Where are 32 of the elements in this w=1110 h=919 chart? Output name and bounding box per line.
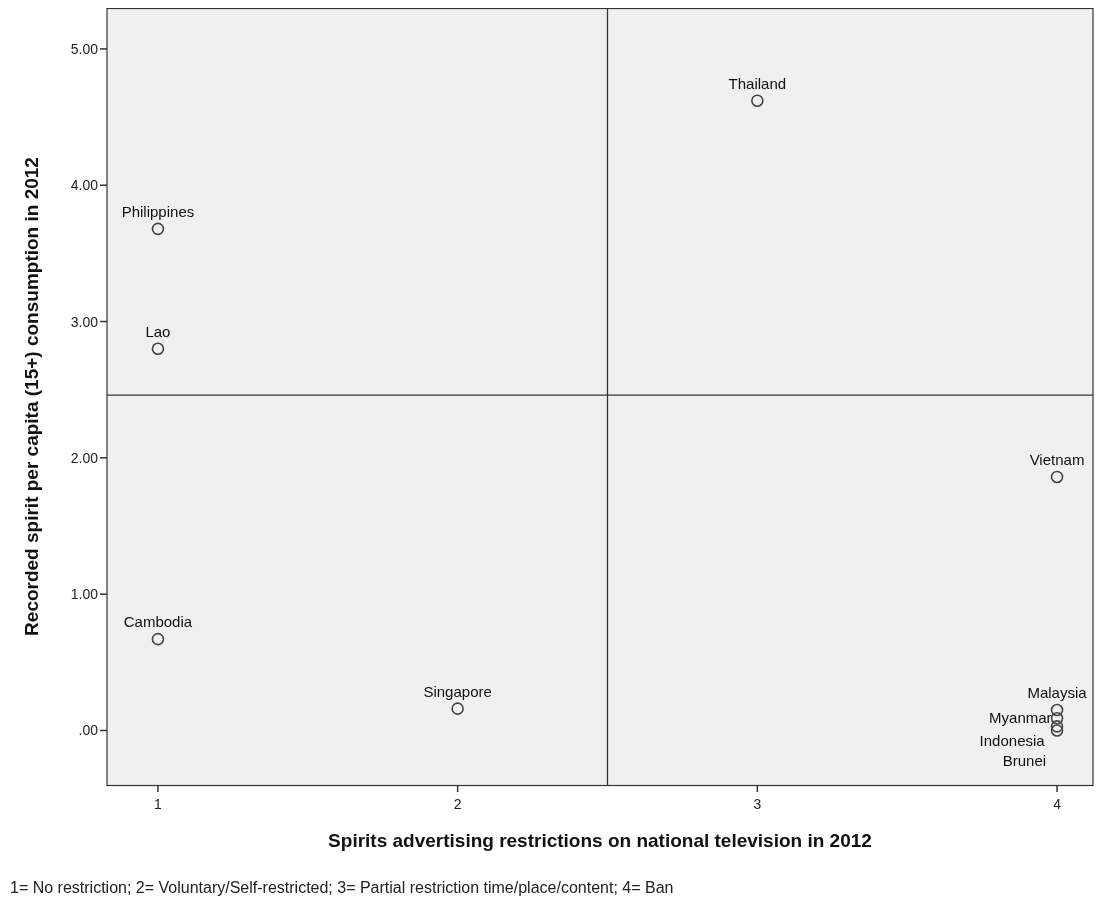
annotation: Vietnam	[1029, 450, 1085, 468]
annotation: Singapore	[423, 682, 492, 700]
point	[1050, 720, 1064, 733]
text: 1= No restriction; 2= Voluntary/Self-restricted; 3= Partial restriction time/place/content; 4= Ban	[10, 879, 674, 896]
y-axis-title: Recorded spirit per capita (15+) consumption in 2012	[21, 157, 42, 636]
point	[1050, 703, 1064, 717]
x-tick-label: 4	[1053, 796, 1062, 812]
y-tick-label: 5.00	[70, 40, 99, 57]
point	[451, 702, 464, 715]
annotation: Lao	[145, 322, 171, 340]
point	[151, 222, 165, 236]
y-tick-label: 4.00	[70, 177, 99, 194]
point	[151, 632, 165, 646]
y-tick-label: 2.00	[70, 449, 99, 466]
x-tick-label: 1	[154, 796, 163, 812]
annotation: Indonesia	[979, 732, 1046, 750]
point	[1050, 724, 1064, 737]
point	[1050, 470, 1064, 484]
y-tick-label: .00	[78, 722, 99, 739]
x-tick-label: 3	[753, 796, 762, 812]
annotation: Myanmar	[989, 709, 1052, 727]
point	[151, 342, 165, 356]
annotation: Cambodia	[123, 613, 193, 631]
y-tick-label: 1.00	[70, 586, 99, 603]
y-tick-label: 3.00	[70, 313, 99, 330]
annotation: Thailand	[728, 74, 787, 92]
point	[751, 94, 764, 107]
x-axis-title: Spirits advertising restrictions on national television in 2012	[328, 830, 872, 851]
annotation: Philippines	[121, 202, 195, 220]
annotation: Malaysia	[1027, 684, 1088, 702]
annotation: Brunei	[1002, 752, 1047, 770]
x-tick-label: 2	[453, 796, 462, 812]
